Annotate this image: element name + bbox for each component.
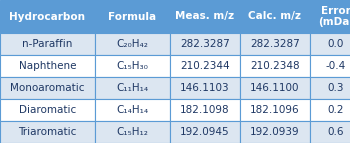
Text: 0.6: 0.6 bbox=[328, 127, 344, 137]
Text: 0.0: 0.0 bbox=[328, 39, 344, 49]
Bar bbox=[95, 55, 170, 77]
Bar bbox=[95, 99, 170, 121]
Text: C₁₄H₁₄: C₁₄H₁₄ bbox=[117, 105, 148, 115]
Bar bbox=[0, 121, 95, 143]
Bar bbox=[240, 33, 310, 55]
Text: C₁₅H₃₀: C₁₅H₃₀ bbox=[117, 61, 148, 71]
Bar bbox=[170, 121, 240, 143]
Text: 282.3287: 282.3287 bbox=[250, 39, 300, 49]
Text: 210.2348: 210.2348 bbox=[250, 61, 300, 71]
Bar bbox=[240, 99, 310, 121]
Text: 192.0939: 192.0939 bbox=[250, 127, 300, 137]
Bar bbox=[310, 77, 350, 99]
Text: Naphthene: Naphthene bbox=[19, 61, 76, 71]
Text: n-Paraffin: n-Paraffin bbox=[22, 39, 73, 49]
Bar bbox=[170, 0, 240, 33]
Text: Diaromatic: Diaromatic bbox=[19, 105, 76, 115]
Bar bbox=[0, 77, 95, 99]
Text: Error
(mDa): Error (mDa) bbox=[318, 6, 350, 27]
Bar bbox=[310, 55, 350, 77]
Bar bbox=[240, 77, 310, 99]
Text: 210.2344: 210.2344 bbox=[180, 61, 230, 71]
Bar bbox=[0, 55, 95, 77]
Text: Hydrocarbon: Hydrocarbon bbox=[9, 11, 85, 21]
Text: 146.1103: 146.1103 bbox=[180, 83, 230, 93]
Text: -0.4: -0.4 bbox=[326, 61, 346, 71]
Bar bbox=[240, 121, 310, 143]
Text: 146.1100: 146.1100 bbox=[250, 83, 300, 93]
Text: Calc. m/z: Calc. m/z bbox=[248, 11, 301, 21]
Bar bbox=[240, 0, 310, 33]
Bar bbox=[95, 121, 170, 143]
Bar bbox=[0, 0, 95, 33]
Bar bbox=[95, 33, 170, 55]
Text: Triaromatic: Triaromatic bbox=[18, 127, 77, 137]
Text: 0.3: 0.3 bbox=[328, 83, 344, 93]
Bar bbox=[95, 0, 170, 33]
Text: C₂₀H₄₂: C₂₀H₄₂ bbox=[117, 39, 148, 49]
Bar bbox=[170, 33, 240, 55]
Text: 0.2: 0.2 bbox=[328, 105, 344, 115]
Bar bbox=[310, 99, 350, 121]
Bar bbox=[310, 33, 350, 55]
Bar bbox=[240, 55, 310, 77]
Text: 282.3287: 282.3287 bbox=[180, 39, 230, 49]
Bar bbox=[0, 99, 95, 121]
Text: 182.1098: 182.1098 bbox=[180, 105, 230, 115]
Text: 192.0945: 192.0945 bbox=[180, 127, 230, 137]
Text: C₁₅H₁₂: C₁₅H₁₂ bbox=[117, 127, 148, 137]
Text: Meas. m/z: Meas. m/z bbox=[175, 11, 234, 21]
Text: Monoaromatic: Monoaromatic bbox=[10, 83, 85, 93]
Text: 182.1096: 182.1096 bbox=[250, 105, 300, 115]
Text: Formula: Formula bbox=[108, 11, 156, 21]
Bar bbox=[310, 0, 350, 33]
Text: C₁₁H₁₄: C₁₁H₁₄ bbox=[117, 83, 148, 93]
Bar bbox=[310, 121, 350, 143]
Bar bbox=[170, 99, 240, 121]
Bar bbox=[0, 33, 95, 55]
Bar bbox=[170, 55, 240, 77]
Bar bbox=[170, 77, 240, 99]
Bar bbox=[95, 77, 170, 99]
